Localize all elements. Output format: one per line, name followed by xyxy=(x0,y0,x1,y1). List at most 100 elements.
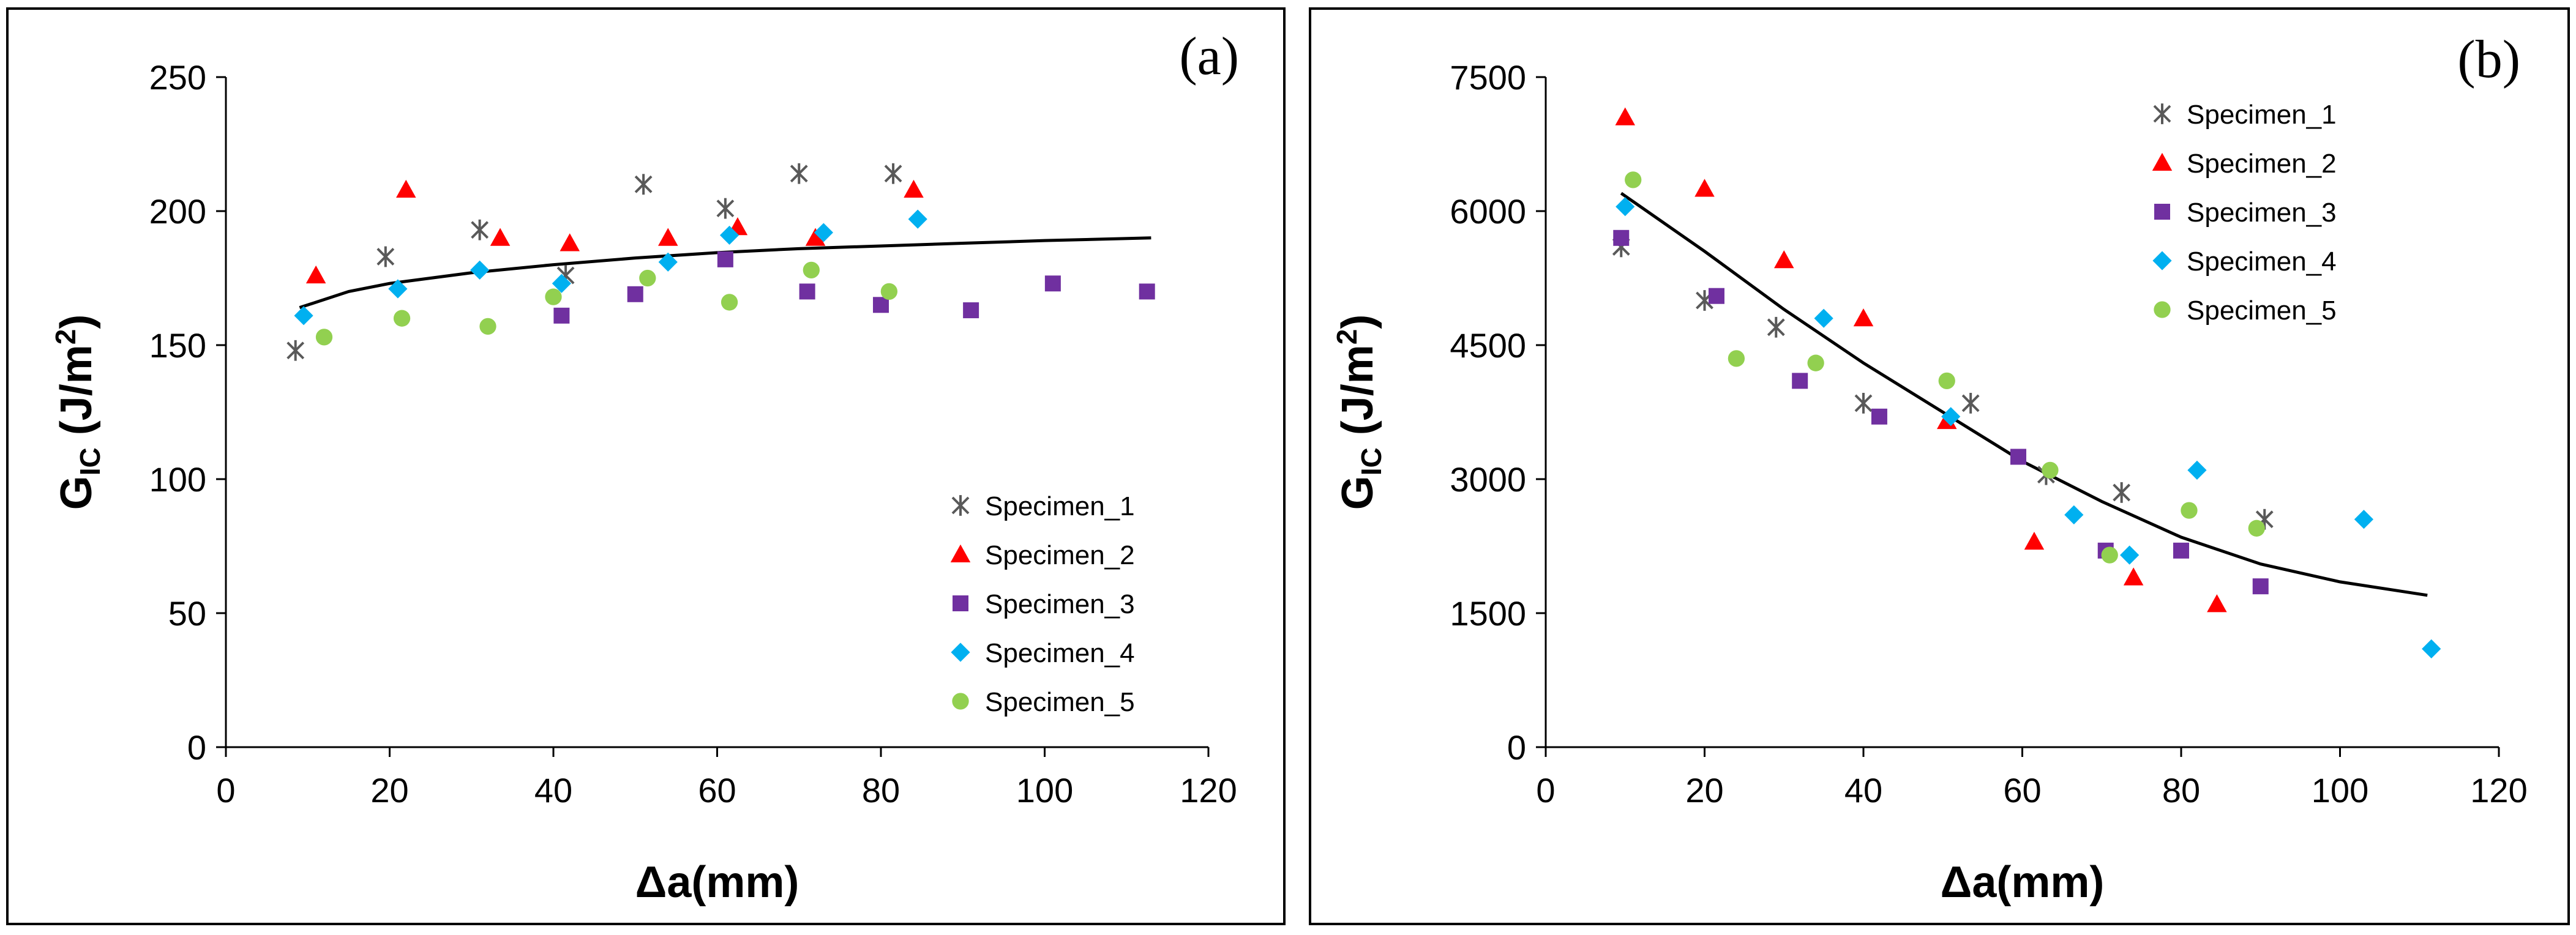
data-point xyxy=(1694,179,1715,197)
legend-marker xyxy=(2153,103,2171,124)
data-point xyxy=(1941,407,1961,427)
data-point xyxy=(2173,542,2189,559)
x-tick-label: 0 xyxy=(1536,771,1555,810)
legend-entry: Specimen_2 xyxy=(950,540,1135,570)
data-point xyxy=(1961,393,1980,414)
y-tick-label: 7500 xyxy=(1450,58,1526,97)
x-tick-label: 80 xyxy=(862,771,900,810)
legend-marker xyxy=(951,643,970,662)
data-point xyxy=(470,260,490,280)
legend-marker xyxy=(950,544,971,562)
y-tick-label: 50 xyxy=(168,594,206,633)
data-point xyxy=(1767,316,1785,338)
x-tick-label: 40 xyxy=(534,771,572,810)
legend-label: Specimen_4 xyxy=(985,638,1135,668)
y-tick-label: 4500 xyxy=(1450,326,1526,365)
data-point xyxy=(634,174,653,195)
x-tick-label: 120 xyxy=(2470,771,2527,810)
data-point xyxy=(490,228,511,246)
data-point xyxy=(639,269,656,287)
legend-entry: Specimen_4 xyxy=(2152,247,2337,277)
data-point xyxy=(790,163,808,184)
data-point xyxy=(376,246,395,267)
chart-panel-b: 0 20 40 60 80 100 120 0 1500 3000 4500 6000 7500 Δa(m… xyxy=(1309,7,2570,925)
data-point xyxy=(1728,350,1745,367)
data-point xyxy=(1615,107,1635,125)
data-point xyxy=(545,288,562,305)
y-tick-label: 250 xyxy=(149,58,206,97)
trendline xyxy=(299,236,1151,310)
data-point xyxy=(2123,567,2144,586)
legend-label: Specimen_1 xyxy=(985,491,1135,521)
data-point xyxy=(2207,594,2227,613)
data-point xyxy=(2422,639,2441,658)
y-tick-label: 0 xyxy=(1507,728,1526,767)
data-point xyxy=(1854,393,1873,414)
legend-marker xyxy=(2154,204,2170,220)
data-point xyxy=(286,340,305,361)
data-point xyxy=(904,179,924,198)
data-point xyxy=(315,329,333,346)
data-point xyxy=(908,209,927,229)
data-point xyxy=(884,163,902,184)
series-specimen-1 xyxy=(1612,236,2274,530)
data-point xyxy=(2113,482,2131,503)
data-point xyxy=(471,219,489,240)
data-point xyxy=(2354,510,2374,529)
series-specimen-2 xyxy=(305,179,924,284)
data-point xyxy=(1807,354,1824,371)
y-tick-label: 200 xyxy=(149,192,206,231)
panel-label: (b) xyxy=(2457,30,2520,89)
chart-a-svg: 0 20 40 60 80 100 120 0 50 100 150 200 250 Δa(mm) GIC … xyxy=(50,27,1239,907)
y-tick-label: 150 xyxy=(149,326,206,365)
x-tick-label: 40 xyxy=(1844,771,1882,810)
series-specimen-5 xyxy=(1625,171,2265,564)
legend-label: Specimen_2 xyxy=(985,540,1135,570)
legend-entry: Specimen_5 xyxy=(952,687,1135,717)
chart-b-svg: 0 20 40 60 80 100 120 0 1500 3000 4500 6000 7500 Δa(m… xyxy=(1331,30,2528,907)
legend-entry: Specimen_4 xyxy=(951,638,1135,668)
data-point xyxy=(1938,372,1955,390)
data-point xyxy=(1792,373,1808,389)
data-point xyxy=(388,279,408,299)
data-point xyxy=(2024,531,2045,550)
data-point xyxy=(814,223,833,242)
x-tick-label: 100 xyxy=(1016,771,1073,810)
x-tick-label: 60 xyxy=(698,771,736,810)
data-point xyxy=(2252,578,2269,595)
x-axis-label: Δa(mm) xyxy=(1941,858,2105,907)
data-point xyxy=(873,297,889,313)
data-point xyxy=(1708,288,1724,304)
legend-label: Specimen_3 xyxy=(985,589,1135,619)
data-point xyxy=(717,251,733,267)
data-point xyxy=(560,233,580,251)
x-tick-label: 60 xyxy=(2003,771,2041,810)
data-point xyxy=(1616,197,1635,217)
legend-label: Specimen_1 xyxy=(2187,100,2337,130)
legend-marker xyxy=(951,495,970,516)
series-specimen-4 xyxy=(1616,197,2441,658)
data-point xyxy=(799,283,815,300)
y-tick-label: 0 xyxy=(187,728,206,767)
data-point xyxy=(2181,502,2198,519)
data-point xyxy=(2101,546,2118,564)
y-axis-label: GIC (J/m2) xyxy=(1331,315,1387,510)
x-tick-label: 20 xyxy=(1685,771,1723,810)
legend-marker xyxy=(2152,251,2172,270)
data-point xyxy=(305,265,326,284)
y-tick-label: 3000 xyxy=(1450,460,1526,499)
data-point xyxy=(552,274,571,293)
legend-label: Specimen_5 xyxy=(2187,296,2337,326)
legend-label: Specimen_4 xyxy=(2187,247,2337,277)
y-tick-label: 6000 xyxy=(1450,192,1526,231)
legend-entry: Specimen_3 xyxy=(953,589,1135,619)
y-tick-label: 1500 xyxy=(1450,594,1526,633)
data-point xyxy=(880,283,898,300)
panel-label: (a) xyxy=(1179,27,1239,86)
chart-panel-a: 0 20 40 60 80 100 120 0 50 100 150 200 250 Δa(mm) GIC … xyxy=(6,7,1286,925)
data-point xyxy=(1625,171,1642,188)
data-point xyxy=(805,228,826,246)
data-point xyxy=(393,310,411,327)
legend-label: Specimen_2 xyxy=(2187,149,2337,179)
data-point xyxy=(2248,520,2265,537)
